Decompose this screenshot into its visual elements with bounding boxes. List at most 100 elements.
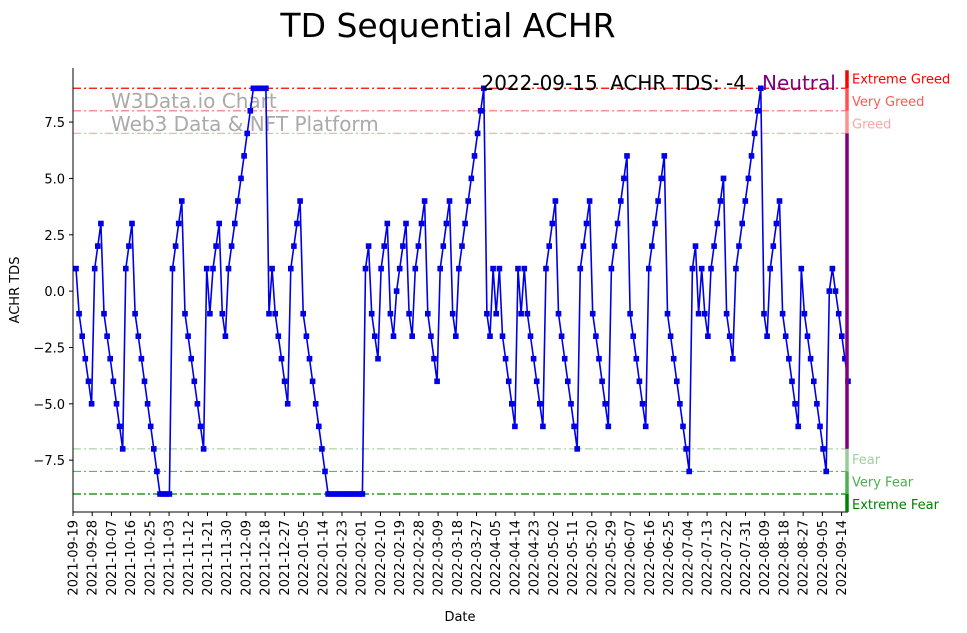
data-point	[182, 310, 188, 317]
data-point	[599, 378, 605, 385]
data-point	[624, 153, 630, 159]
data-point	[820, 446, 826, 452]
data-point	[677, 401, 683, 407]
data-point	[95, 243, 101, 249]
data-point	[527, 333, 534, 339]
data-point	[91, 265, 98, 272]
x-tick-label: 2021-10-07	[105, 520, 120, 596]
data-point	[758, 85, 764, 92]
data-point	[359, 491, 366, 497]
level-label-0: Extreme Greed	[852, 72, 950, 87]
data-point	[487, 333, 493, 339]
data-point	[618, 198, 624, 204]
data-point	[493, 310, 499, 317]
data-point	[151, 446, 157, 452]
data-point	[736, 243, 742, 249]
data-point	[138, 355, 145, 362]
data-point	[754, 108, 761, 114]
data-point	[742, 198, 749, 204]
data-point	[378, 265, 384, 272]
x-tick-label: 2022-01-14	[316, 520, 331, 596]
data-point	[462, 220, 468, 227]
data-point	[412, 265, 419, 272]
data-point	[705, 333, 711, 339]
data-point	[322, 468, 328, 475]
data-point	[434, 378, 440, 385]
y-tick-label: 7.5	[44, 116, 65, 131]
y-tick-label: −2.5	[33, 341, 65, 356]
data-point	[745, 175, 752, 182]
data-point	[817, 423, 823, 430]
data-point	[312, 401, 319, 407]
data-point	[692, 243, 699, 249]
x-tick-label: 2022-09-05	[816, 520, 831, 596]
x-tick-label: 2021-09-28	[86, 520, 101, 596]
series-path-0	[75, 87, 849, 495]
x-tick-label: 2022-07-22	[720, 520, 735, 596]
data-point	[288, 265, 294, 272]
data-point	[779, 310, 786, 317]
data-point	[132, 310, 138, 317]
data-point	[717, 198, 724, 204]
data-point	[294, 220, 300, 227]
data-point	[157, 491, 163, 497]
data-point	[263, 85, 269, 92]
data-point	[188, 355, 194, 362]
data-point	[172, 243, 179, 249]
data-point	[197, 423, 204, 430]
data-point	[468, 175, 475, 182]
data-point	[664, 310, 671, 317]
data-point	[524, 310, 531, 317]
data-point	[98, 220, 104, 227]
data-point	[76, 310, 82, 317]
data-point	[465, 198, 471, 204]
data-point	[247, 108, 254, 114]
x-tick-label: 2022-01-23	[336, 520, 351, 596]
data-point	[633, 355, 640, 362]
data-point	[748, 153, 755, 159]
data-point	[384, 220, 391, 227]
data-point	[767, 265, 773, 272]
data-point	[596, 355, 602, 362]
data-point	[829, 265, 836, 272]
data-point	[266, 310, 272, 317]
data-point	[568, 401, 574, 407]
data-point	[652, 220, 658, 227]
data-point	[256, 85, 263, 92]
x-tick-label: 2021-11-30	[220, 520, 235, 596]
x-tick-label: 2021-11-12	[182, 520, 197, 596]
data-point	[786, 355, 792, 362]
data-point	[82, 355, 89, 362]
data-point	[605, 423, 612, 430]
data-point	[210, 265, 216, 272]
data-point	[340, 491, 347, 497]
data-point	[116, 423, 123, 430]
data-point	[496, 265, 503, 272]
data-point	[515, 265, 521, 272]
data-point	[107, 355, 113, 362]
data-point	[764, 333, 770, 339]
x-tick-label: 2021-10-25	[143, 520, 158, 596]
annotation-value: ACHR TDS: -4	[610, 71, 746, 95]
data-point	[674, 378, 680, 385]
x-tick-label: 2021-10-16	[124, 520, 139, 596]
data-point	[418, 220, 425, 227]
data-point	[533, 378, 540, 385]
data-point	[406, 310, 412, 317]
x-axis-label: Date	[444, 610, 475, 625]
data-point	[238, 175, 244, 182]
data-point	[630, 333, 636, 339]
data-point	[593, 333, 599, 339]
data-point	[362, 265, 369, 272]
data-point	[686, 468, 692, 475]
data-point	[552, 198, 559, 204]
data-point	[580, 243, 587, 249]
data-point	[481, 85, 487, 92]
x-tick-label: 2022-02-19	[393, 520, 408, 596]
data-point	[627, 310, 633, 317]
data-point	[225, 265, 232, 272]
data-point	[228, 243, 235, 249]
level-label-3: Fear	[852, 453, 881, 468]
data-point	[415, 243, 422, 249]
